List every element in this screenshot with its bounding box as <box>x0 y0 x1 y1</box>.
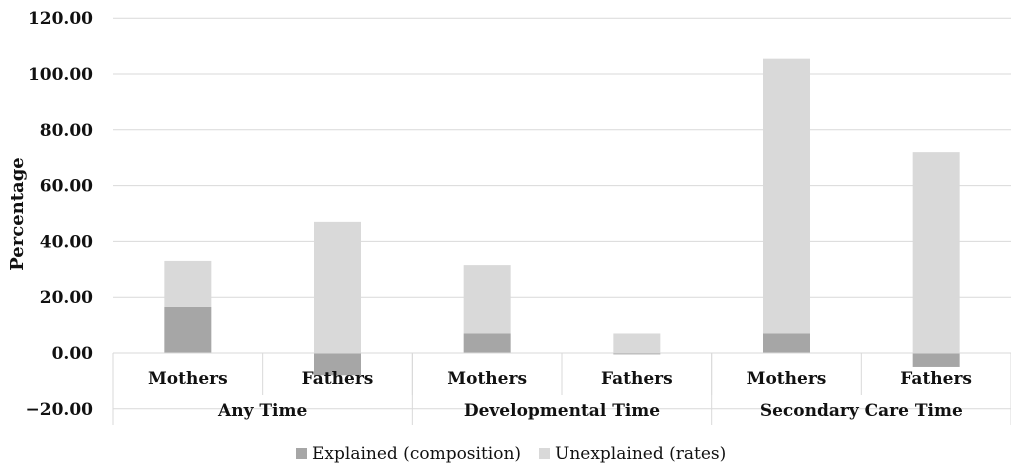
y-tick-label: 40.00 <box>40 232 93 252</box>
y-tick-label: 60.00 <box>40 177 93 197</box>
group-label: Developmental Time <box>464 401 660 421</box>
category-label: Mothers <box>148 369 228 389</box>
bar-explained <box>463 333 511 353</box>
bar-explained <box>164 306 212 353</box>
bar-explained <box>763 333 810 353</box>
bar-explained <box>912 353 960 367</box>
y-tick-label: 80.00 <box>40 121 93 141</box>
legend-label: Explained (composition) <box>312 444 521 464</box>
legend-swatch <box>296 448 307 459</box>
bars <box>164 58 960 376</box>
y-tick-label: 0.00 <box>52 344 94 364</box>
group-label: Secondary Care Time <box>760 401 963 421</box>
bar-unexplained <box>314 221 361 353</box>
bar-unexplained <box>763 58 810 334</box>
category-labels: Mothers Fathers Mothers Fathers Mothers Fathe… <box>148 369 972 389</box>
category-label: Fathers <box>601 369 673 389</box>
bar-unexplained <box>463 265 511 334</box>
bar-unexplained <box>613 333 661 353</box>
bar-explained <box>613 353 661 355</box>
legend-swatch <box>539 448 550 459</box>
group-labels: Any Time Developmental Time Secondary Care… <box>217 401 963 421</box>
category-label: Mothers <box>747 369 827 389</box>
gridlines <box>113 17 1011 410</box>
y-tick-labels: −20.00 0.00 20.00 40.00 60.00 80.00 100.00 120.… <box>26 9 94 420</box>
bar-explained <box>314 353 361 376</box>
y-tick-label: −20.00 <box>26 400 94 420</box>
legend: Explained (composition) Unexplained (rate… <box>296 444 726 464</box>
bar-unexplained <box>912 152 960 353</box>
group-label: Any Time <box>217 401 307 421</box>
y-tick-label: 120.00 <box>28 9 93 29</box>
category-label: Fathers <box>900 369 972 389</box>
legend-label: Unexplained (rates) <box>555 444 726 464</box>
y-tick-label: 20.00 <box>40 288 93 308</box>
x-axis <box>112 352 1011 425</box>
category-label: Fathers <box>302 369 374 389</box>
y-axis-title: Percentage <box>7 157 28 271</box>
category-label: Mothers <box>447 369 527 389</box>
bar-unexplained <box>164 260 212 307</box>
y-tick-label: 100.00 <box>28 65 93 85</box>
